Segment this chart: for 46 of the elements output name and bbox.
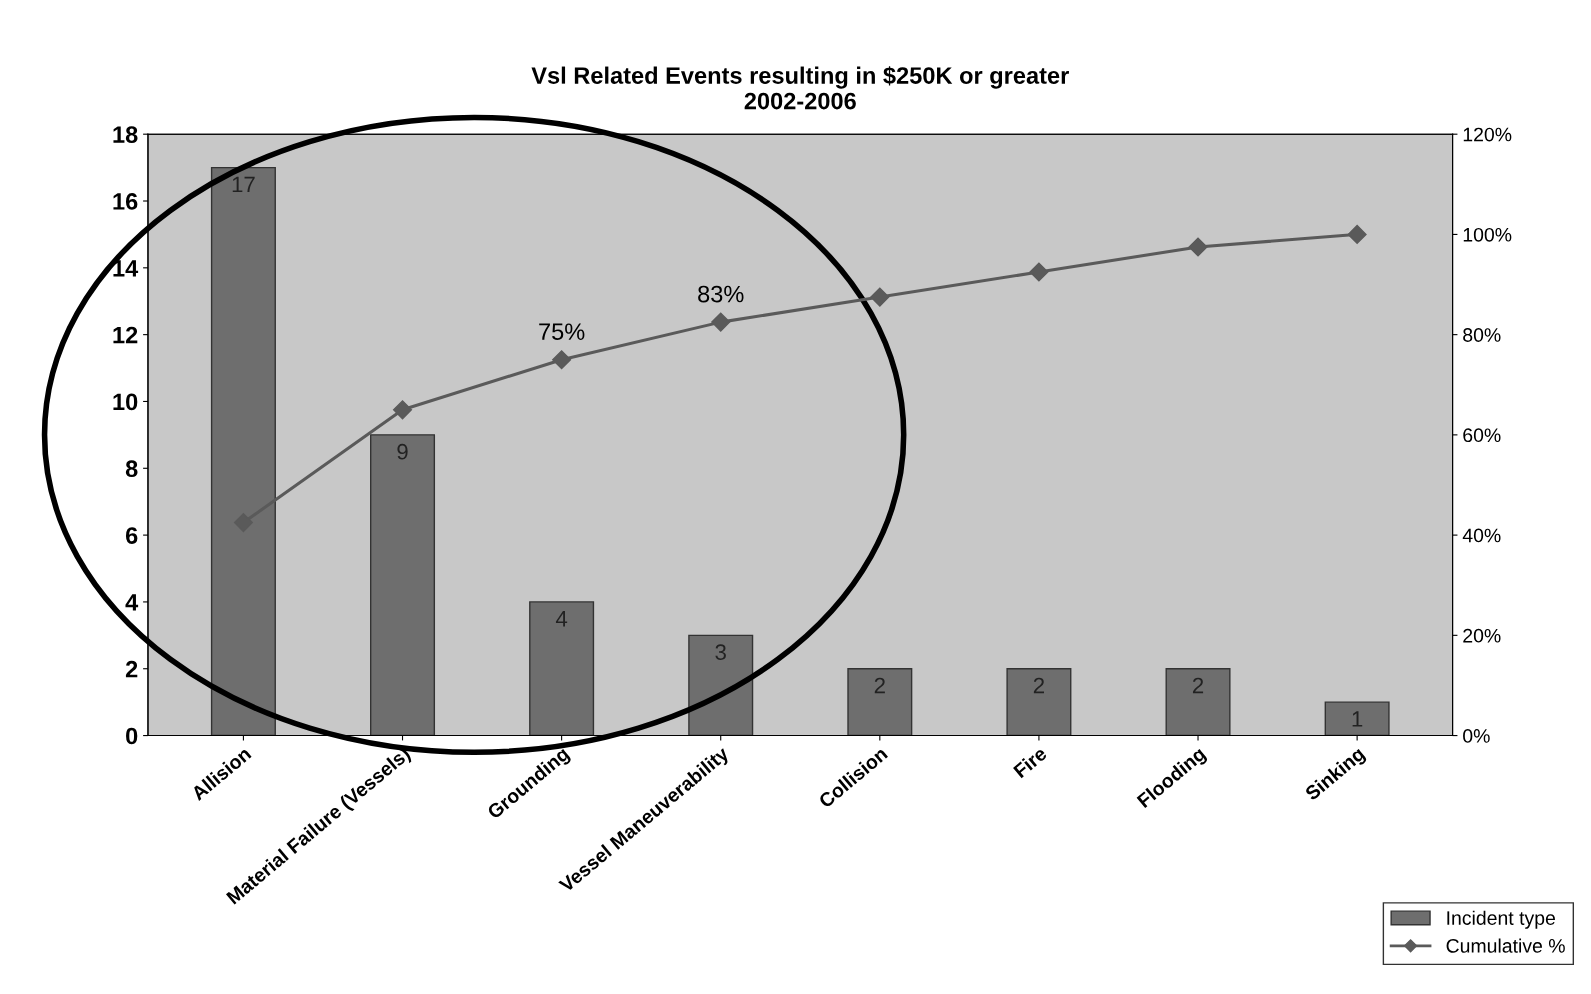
legend-label: Cumulative % — [1446, 938, 1565, 953]
y2-tick-label: 100% — [1463, 227, 1512, 242]
y2-tick-label: 0% — [1463, 729, 1490, 743]
point — [870, 287, 890, 307]
data-label: 1 — [1352, 711, 1363, 727]
data-label: 17 — [232, 176, 255, 193]
annotation: 83% — [698, 285, 744, 303]
y-tick-label: 4 — [125, 594, 139, 611]
bar — [847, 668, 913, 736]
data-label: 2 — [874, 677, 885, 694]
y-tick-label: 16 — [113, 193, 138, 210]
data-label: 2 — [1033, 677, 1044, 694]
bar — [210, 166, 276, 736]
y2-tick-label: 120% — [1463, 127, 1512, 142]
point — [1029, 262, 1049, 282]
point — [392, 400, 413, 420]
y-tick-label: 10 — [113, 393, 138, 411]
point — [552, 350, 572, 370]
y-tick-label: 2 — [125, 660, 138, 678]
annotation: 75% — [539, 323, 585, 340]
bar — [1324, 701, 1390, 736]
y2-tick-label: 40% — [1462, 528, 1501, 543]
y-tick-label: 6 — [125, 527, 138, 544]
data-label: 2 — [1192, 677, 1204, 694]
y-tick-label: 14 — [113, 260, 139, 277]
y-tick-label: 12 — [113, 326, 138, 344]
y2-tick-label: 60% — [1463, 428, 1501, 443]
y-tick-label: 8 — [125, 460, 138, 478]
y-tick-label: 18 — [113, 126, 138, 143]
y2-tick-label: 80% — [1463, 328, 1501, 342]
data-label: 3 — [715, 644, 726, 661]
y2-tick-label: 20% — [1463, 628, 1501, 643]
bar — [688, 634, 754, 736]
y-tick-label: 0 — [126, 727, 138, 745]
chart-title: Vsl Related Events resulting in $250K or greater 2002-2006 — [531, 66, 1069, 110]
point — [711, 312, 731, 332]
bar — [1006, 668, 1072, 736]
x-tick-label: Fire — [1012, 745, 1048, 779]
point — [1188, 237, 1208, 257]
bar — [1165, 668, 1231, 736]
bar — [529, 601, 595, 736]
data-label: 9 — [397, 443, 408, 460]
bar — [370, 434, 436, 736]
data-label: 4 — [555, 611, 568, 627]
legend-label: Incident type — [1447, 910, 1555, 929]
point — [1347, 224, 1367, 244]
